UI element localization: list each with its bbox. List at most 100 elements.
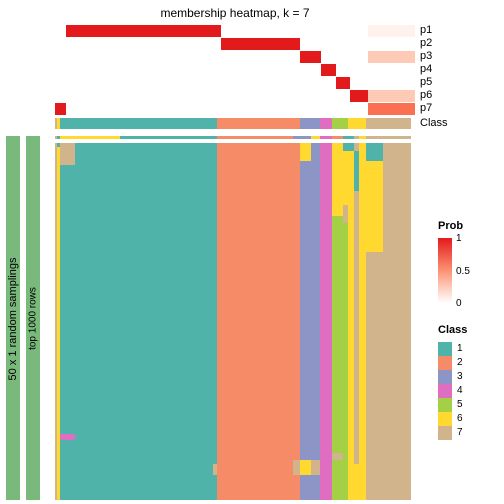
- legend-class-label-2: 2: [457, 357, 463, 368]
- prob-cell: [321, 64, 335, 76]
- prob-cell: [66, 51, 221, 63]
- body-cell: [75, 143, 120, 500]
- prob-cell: [336, 64, 350, 76]
- prob-cell: [368, 38, 415, 50]
- class-cell: [320, 118, 333, 129]
- prob-cell: [66, 103, 221, 115]
- prob-row-label-p6: p6: [420, 89, 432, 101]
- class-cell: [332, 118, 343, 129]
- prob-cell: [350, 38, 368, 50]
- vbar-label-inner: top 1000 rows: [28, 219, 39, 419]
- prob-cell: [368, 90, 415, 102]
- body-cell: [359, 151, 366, 187]
- prob-cell: [300, 38, 322, 50]
- prob-cell: [55, 25, 66, 37]
- legend-class-label-5: 5: [457, 399, 463, 410]
- body-cell: [300, 161, 311, 459]
- class-cell: [311, 118, 320, 129]
- prob-cell: [66, 90, 221, 102]
- body-cell: [332, 143, 343, 161]
- class-cell: [75, 118, 120, 129]
- prob-row-label-p3: p3: [420, 50, 432, 62]
- legend-class-label-4: 4: [457, 385, 463, 396]
- prob-cell: [350, 64, 368, 76]
- prob-cell: [55, 77, 66, 89]
- body-cell: [332, 161, 343, 216]
- prob-cell: [66, 25, 221, 37]
- prob-cell: [321, 77, 335, 89]
- class-cell: [120, 118, 214, 129]
- prob-cell: [368, 51, 415, 63]
- body-cell: [383, 143, 412, 500]
- body-cell: [300, 143, 311, 161]
- prob-cell: [221, 25, 300, 37]
- legend-prob-tick: 1: [456, 233, 462, 244]
- prob-cell: [55, 38, 66, 50]
- prob-cell: [66, 64, 221, 76]
- body-cell: [366, 161, 382, 252]
- prob-cell: [66, 38, 221, 50]
- prob-cell: [300, 51, 322, 63]
- prob-cell: [55, 64, 66, 76]
- legend-prob-gradient: [438, 238, 452, 303]
- legend-class-swatch-3: [438, 370, 452, 384]
- prob-cell: [350, 103, 368, 115]
- prob-cell: [336, 38, 350, 50]
- prob-cell: [221, 90, 300, 102]
- prob-cell: [221, 64, 300, 76]
- prob-cell: [321, 38, 335, 50]
- body-cell: [60, 143, 74, 165]
- prob-cell: [300, 103, 322, 115]
- prob-cell: [300, 90, 322, 102]
- body-cell: [293, 460, 300, 475]
- body-cell: [366, 252, 382, 463]
- prob-cell: [350, 77, 368, 89]
- class-row-label: Class: [420, 117, 448, 129]
- body-cell: [359, 187, 366, 500]
- body-cell: [217, 143, 293, 500]
- prob-cell: [66, 77, 221, 89]
- body-cell: [293, 475, 300, 500]
- prob-cell: [55, 90, 66, 102]
- body-cell: [366, 143, 382, 161]
- body-cell: [332, 453, 343, 460]
- class-cell: [60, 118, 74, 129]
- body-cell: [120, 136, 214, 500]
- prob-cell: [336, 77, 350, 89]
- prob-cell: [55, 51, 66, 63]
- prob-cell: [55, 103, 66, 115]
- legend-class-swatch-4: [438, 384, 452, 398]
- prob-cell: [336, 51, 350, 63]
- legend-class-swatch-1: [438, 342, 452, 356]
- prob-row-label-p1: p1: [420, 24, 432, 36]
- prob-row-label-p5: p5: [420, 76, 432, 88]
- legend-class-label-1: 1: [457, 343, 463, 354]
- legend-prob-tick: 0: [456, 298, 462, 309]
- prob-cell: [221, 51, 300, 63]
- prob-cell: [350, 51, 368, 63]
- class-cell: [366, 118, 382, 129]
- prob-row-label-p7: p7: [420, 102, 432, 114]
- prob-cell: [368, 103, 415, 115]
- legend-prob-tick: 0.5: [456, 266, 470, 277]
- chart-title: membership heatmap, k = 7: [55, 6, 415, 20]
- legend-class-label-6: 6: [457, 413, 463, 424]
- prob-cell: [321, 51, 335, 63]
- prob-cell: [221, 38, 300, 50]
- prob-cell: [336, 103, 350, 115]
- class-cell: [217, 118, 293, 129]
- class-cell: [293, 118, 300, 129]
- prob-cell: [368, 64, 415, 76]
- body-cell: [332, 460, 343, 500]
- body-cell: [300, 460, 311, 475]
- prob-cell: [221, 103, 300, 115]
- body-cell: [320, 143, 333, 500]
- legend-class-swatch-5: [438, 398, 452, 412]
- prob-cell: [368, 25, 415, 37]
- legend-prob-title: Prob: [438, 220, 463, 232]
- prob-cell: [221, 77, 300, 89]
- prob-cell: [321, 90, 335, 102]
- body-cell: [332, 216, 343, 453]
- body-cell: [311, 475, 320, 500]
- body-cell: [60, 165, 74, 434]
